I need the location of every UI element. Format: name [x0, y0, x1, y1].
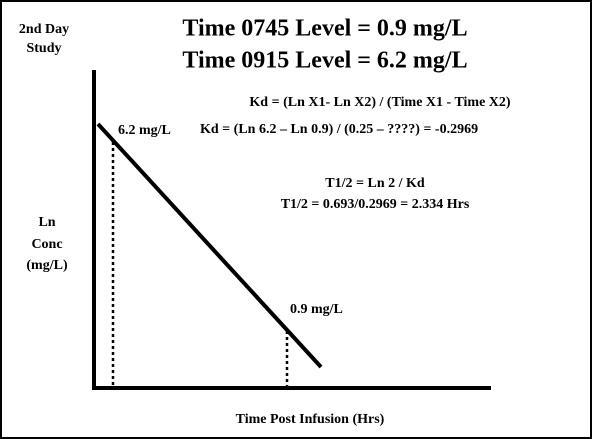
y-axis-label: Conc	[31, 237, 62, 252]
formula: Kd = (Ln X1- Ln X2) / (Time X1 - Time X2…	[249, 95, 510, 110]
title: Time 0915 Level = 6.2 mg/L	[182, 48, 467, 74]
formula: Kd = (Ln 6.2 – Ln 0.9) / (0.25 – ????) =…	[200, 122, 478, 137]
x-axis-label: Time Post Infusion (Hrs)	[236, 412, 385, 427]
title: Time 0745 Level = 0.9 mg/L	[182, 16, 467, 42]
y-axis-label: (mg/L)	[26, 258, 68, 273]
study-label: Study	[26, 41, 61, 56]
point-label: 0.9 mg/L	[290, 302, 343, 317]
y-axis-label: Ln	[38, 215, 55, 230]
decay-line	[96, 122, 323, 369]
formula: T1/2 = Ln 2 / Kd	[325, 176, 425, 191]
formula: T1/2 = 0.693/0.2969 = 2.334 Hrs	[281, 197, 470, 212]
study-label: 2nd Day	[19, 22, 69, 37]
point-label: 6.2 mg/L	[118, 123, 171, 138]
